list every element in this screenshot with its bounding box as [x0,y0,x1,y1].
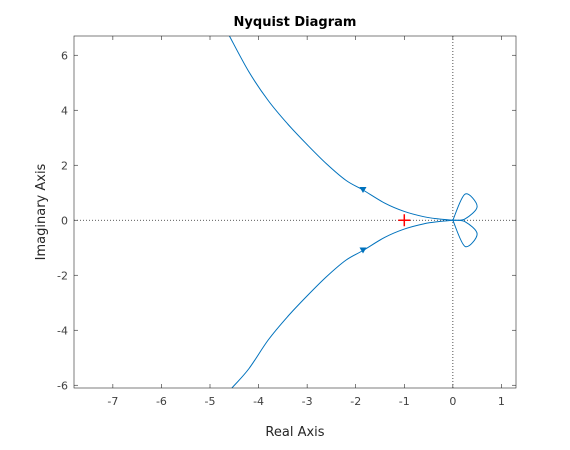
y-axis-label: Imaginary Axis [34,163,49,260]
x-tick-label: -3 [302,395,313,408]
x-tick-label: -7 [107,395,118,408]
direction-arrow-lower [359,247,367,254]
x-tick-label: 0 [449,395,456,408]
x-tick-label: -6 [156,395,167,408]
plot-area: -7 -6 -5 -4 -3 -2 -1 0 1 -6 -4 -2 0 2 4 6 [57,35,517,408]
nyquist-branch-lower [231,219,453,388]
x-tick-label: 1 [498,395,505,408]
y-tick-label: -4 [57,324,68,337]
y-tick-label: -2 [57,269,68,282]
y-tick-label: 6 [61,49,68,62]
x-tick-label: -5 [205,395,216,408]
y-tick-label: 4 [61,104,68,117]
series-group [228,36,478,388]
x-tick-label: -2 [350,395,361,408]
x-axis-label: Real Axis [265,425,324,440]
chart-title: Nyquist Diagram [234,15,357,30]
y-tick-label: -6 [57,379,68,392]
y-tick-label: 2 [61,159,68,172]
y-tick-label: 0 [61,214,68,227]
axes-box [73,35,517,389]
nyquist-loop-lower [452,219,478,248]
direction-arrow-upper [359,187,367,193]
x-tick-label: -4 [253,395,264,408]
nyquist-branch-upper [228,36,453,221]
x-tick-label: -1 [399,395,410,408]
